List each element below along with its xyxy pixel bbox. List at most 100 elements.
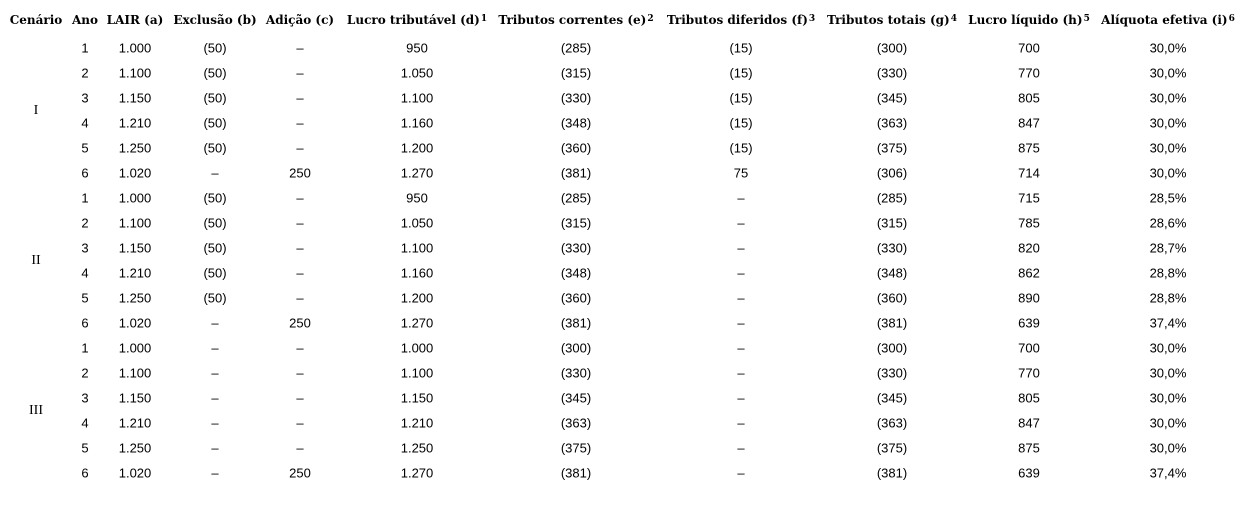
year-cell: 1	[81, 340, 89, 356]
value-cell: (285)	[876, 190, 908, 206]
value-cell: 1.210	[118, 415, 152, 431]
value-cell: (285)	[560, 190, 592, 206]
value-cell: –	[737, 340, 745, 356]
year-cell: 4	[81, 115, 89, 131]
value-cell: 1.100	[118, 215, 152, 231]
value-cell: (381)	[560, 165, 592, 181]
value-cell: (50)	[203, 90, 227, 106]
value-cell: (50)	[203, 215, 227, 231]
value-cell: 862	[1018, 265, 1040, 281]
year-cell: 2	[81, 215, 89, 231]
column-header: Cenário	[10, 13, 63, 27]
value-cell: 785	[1018, 215, 1040, 231]
value-cell: –	[296, 115, 304, 131]
value-cell: –	[737, 215, 745, 231]
value-cell: 1.100	[400, 90, 434, 106]
header-text: LAIR (a)	[106, 13, 164, 27]
value-cell: –	[296, 290, 304, 306]
value-cell: (381)	[876, 315, 908, 331]
value-cell: 805	[1018, 90, 1040, 106]
value-cell: –	[211, 440, 219, 456]
value-cell: 890	[1018, 290, 1040, 306]
value-cell: 1.270	[400, 315, 434, 331]
value-cell: –	[296, 90, 304, 106]
value-cell: 700	[1018, 340, 1040, 356]
value-cell: 1.100	[118, 365, 152, 381]
value-cell: 847	[1018, 115, 1040, 131]
value-cell: 30,0%	[1149, 165, 1187, 181]
value-cell: 30,0%	[1149, 65, 1187, 81]
value-cell: 250	[289, 165, 311, 181]
value-cell: 37,4%	[1149, 465, 1187, 481]
value-cell: 1.000	[118, 340, 152, 356]
value-cell: (15)	[729, 90, 753, 106]
value-cell: (345)	[876, 90, 908, 106]
value-cell: (300)	[560, 340, 592, 356]
value-cell: 1.150	[118, 390, 152, 406]
value-cell: (285)	[560, 40, 592, 56]
value-cell: –	[296, 140, 304, 156]
header-text: Tributos diferidos (f)	[666, 13, 808, 27]
value-cell: 1.250	[118, 440, 152, 456]
value-cell: 1.270	[400, 165, 434, 181]
value-cell: 1.020	[118, 465, 152, 481]
header-footnote: 3	[808, 14, 816, 24]
value-cell: (381)	[560, 465, 592, 481]
value-cell: 1.200	[400, 140, 434, 156]
value-cell: –	[211, 340, 219, 356]
value-cell: 714	[1018, 165, 1040, 181]
value-cell: 715	[1018, 190, 1040, 206]
header-text: Tributos totais (g)	[827, 13, 950, 27]
value-cell: 30,0%	[1149, 440, 1187, 456]
value-cell: –	[211, 465, 219, 481]
value-cell: 1.020	[118, 165, 152, 181]
value-cell: 75	[733, 165, 749, 181]
column-header: Ano	[72, 13, 98, 27]
value-cell: 1.020	[118, 315, 152, 331]
value-cell: (15)	[729, 65, 753, 81]
value-cell: 1.200	[400, 290, 434, 306]
value-cell: 1.000	[118, 190, 152, 206]
value-cell: (50)	[203, 140, 227, 156]
value-cell: 770	[1018, 365, 1040, 381]
scenario-label: III	[29, 402, 43, 418]
value-cell: (363)	[876, 115, 908, 131]
value-cell: –	[211, 165, 219, 181]
value-cell: (375)	[876, 440, 908, 456]
value-cell: –	[296, 265, 304, 281]
year-cell: 3	[81, 240, 89, 256]
value-cell: –	[296, 40, 304, 56]
value-cell: –	[737, 190, 745, 206]
year-cell: 1	[81, 190, 89, 206]
value-cell: 30,0%	[1149, 40, 1187, 56]
column-header: Tributos correntes (e)2	[498, 13, 653, 27]
value-cell: –	[737, 265, 745, 281]
value-cell: 28,7%	[1149, 240, 1187, 256]
year-cell: 1	[81, 40, 89, 56]
column-header: Adição (c)	[266, 13, 334, 27]
year-cell: 4	[81, 415, 89, 431]
value-cell: –	[737, 390, 745, 406]
value-cell: –	[737, 365, 745, 381]
value-cell: 1.150	[118, 90, 152, 106]
value-cell: –	[296, 390, 304, 406]
value-cell: (300)	[876, 40, 908, 56]
value-cell: (381)	[876, 465, 908, 481]
year-cell: 5	[81, 440, 89, 456]
value-cell: 1.250	[400, 440, 434, 456]
value-cell: –	[296, 215, 304, 231]
value-cell: 1.150	[400, 390, 434, 406]
value-cell: (330)	[876, 365, 908, 381]
value-cell: (315)	[876, 215, 908, 231]
value-cell: 1.210	[118, 115, 152, 131]
scenario-label: II	[31, 252, 41, 268]
value-cell: 250	[289, 465, 311, 481]
column-header: Lucro tributável (d)1	[347, 13, 487, 27]
value-cell: (50)	[203, 65, 227, 81]
value-cell: (375)	[560, 440, 592, 456]
value-cell: (50)	[203, 240, 227, 256]
value-cell: 28,8%	[1149, 265, 1187, 281]
value-cell: 1.250	[118, 290, 152, 306]
value-cell: 639	[1018, 315, 1040, 331]
value-cell: 1.150	[118, 240, 152, 256]
